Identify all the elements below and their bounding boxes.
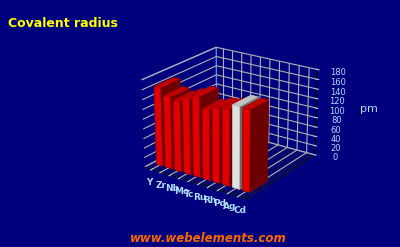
Text: Covalent radius: Covalent radius bbox=[8, 17, 118, 30]
Text: www.webelements.com: www.webelements.com bbox=[130, 231, 286, 245]
